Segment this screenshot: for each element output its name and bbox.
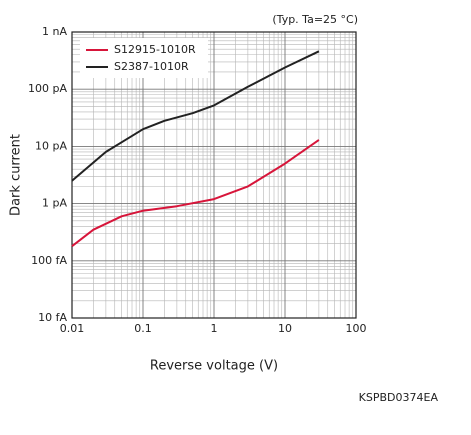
x-axis-label: Reverse voltage (V) (150, 359, 278, 374)
x-tick-label: 100 (346, 322, 367, 335)
x-tick-label: 0.01 (60, 322, 85, 335)
series-line (71, 139, 320, 247)
y-tick-label: 1 nA (42, 25, 67, 38)
plot-frame (71, 31, 357, 319)
figure-code: KSPBD0374EA (359, 391, 439, 404)
y-tick-label: 100 pA (28, 82, 67, 95)
y-axis-label: Dark current (9, 134, 24, 216)
y-tick-label: 1 pA (42, 197, 67, 210)
legend-label: S2387-1010R (114, 60, 189, 73)
y-tick-label: 10 fA (38, 311, 67, 324)
y-tick-label: 100 fA (31, 254, 67, 267)
annotation: (Typ. Ta=25 °C) (272, 13, 358, 26)
x-tick-label: 1 (211, 322, 218, 335)
series-line (71, 50, 320, 182)
legend-label: S12915-1010R (114, 43, 196, 56)
x-tick-label: 0.1 (134, 322, 152, 335)
x-tick-label: 10 (278, 322, 292, 335)
legend-box (80, 38, 208, 78)
y-tick-label: 10 pA (35, 139, 67, 152)
